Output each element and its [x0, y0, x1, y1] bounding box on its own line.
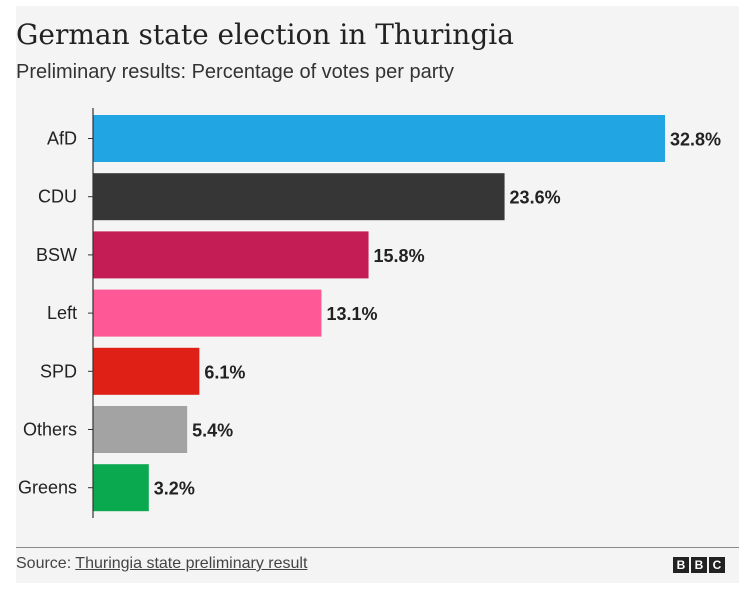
footer-divider	[16, 547, 739, 548]
chart-title: German state election in Thuringia	[16, 18, 514, 51]
bar-cdu	[93, 173, 505, 221]
category-label-afd: AfD	[47, 129, 77, 149]
category-label-others: Others	[23, 420, 77, 440]
bar-chart: AfD 32.8% CDU 23.6% BSW 15.8% Left 13.1% SPD 6.1%…	[18, 108, 721, 518]
value-label-others: 5.4%	[192, 421, 233, 441]
source-link[interactable]: Thuringia state preliminary result	[75, 555, 308, 572]
value-label-cdu: 23.6%	[510, 188, 561, 208]
source-prefix: Source:	[16, 555, 76, 572]
category-label-left: Left	[47, 303, 77, 323]
bar-greens	[93, 464, 149, 512]
bbc-logo-block-b2: B	[691, 557, 707, 573]
value-label-spd: 6.1%	[204, 362, 245, 382]
bar-spd	[93, 347, 200, 395]
chart-card: German state election in Thuringia Preli…	[16, 6, 739, 583]
bbc-logo-block-c: C	[709, 557, 725, 573]
bar-afd	[93, 115, 665, 162]
source-line: Source: Thuringia state preliminary resu…	[16, 555, 307, 573]
bar-bsw	[93, 231, 369, 279]
category-label-spd: SPD	[40, 361, 77, 381]
value-label-afd: 32.8%	[670, 130, 721, 150]
value-label-bsw: 15.8%	[374, 246, 425, 266]
category-label-cdu: CDU	[38, 187, 77, 207]
bar-left	[93, 289, 322, 337]
bbc-logo-block-b1: B	[673, 557, 689, 573]
category-label-bsw: BSW	[36, 245, 77, 265]
bbc-logo: B B C	[673, 557, 725, 573]
value-label-left: 13.1%	[326, 304, 377, 324]
value-label-greens: 3.2%	[154, 479, 195, 499]
bar-others	[93, 406, 188, 453]
chart-subtitle: Preliminary results: Percentage of votes…	[16, 61, 454, 83]
category-label-greens: Greens	[18, 478, 77, 498]
